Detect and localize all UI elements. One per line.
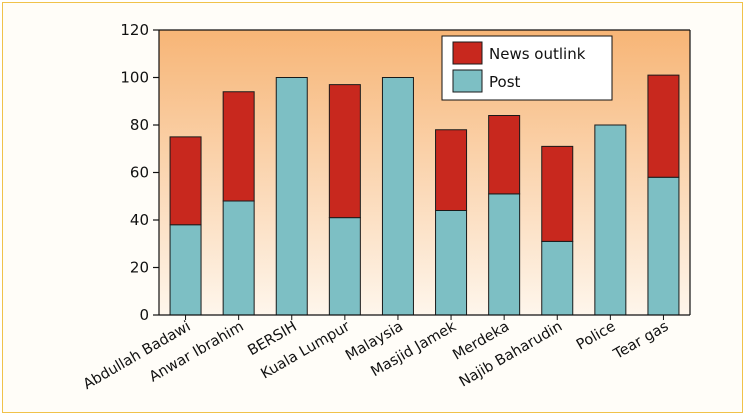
legend-label: News outlink [489, 45, 586, 63]
bar-news-outlink-9 [647, 74, 680, 178]
legend: News outlink Post [441, 35, 613, 101]
bar-news-outlink-6 [488, 115, 521, 195]
bar-post-2 [275, 77, 308, 316]
bar-post-9 [647, 176, 680, 316]
bar-post-7 [541, 240, 574, 316]
legend-label: Post [489, 73, 521, 91]
bar-post-6 [488, 193, 521, 316]
x-category-label: Tear gas [610, 319, 671, 364]
y-tick-label: 20 [130, 259, 149, 277]
y-tick-label: 60 [130, 164, 149, 182]
bar-news-outlink-5 [435, 129, 468, 211]
bar-post-3 [328, 217, 361, 316]
y-tick-label: 100 [120, 69, 149, 87]
bar-post-0 [169, 224, 202, 316]
bar-post-5 [435, 210, 468, 316]
bar-news-outlink-7 [541, 145, 574, 242]
y-ticks-group: 0 20 40 60 80 100 120 [120, 21, 159, 324]
legend-swatch [452, 69, 483, 93]
bar-post-8 [594, 124, 627, 316]
y-tick-label: 40 [130, 211, 149, 229]
x-category-label: Kuala Lumpur [258, 319, 353, 383]
x-category-label: Anwar Ibrahim [147, 319, 247, 386]
bar-post-4 [381, 77, 414, 316]
y-tick-label: 120 [120, 21, 149, 39]
y-tick-label: 0 [139, 306, 149, 324]
bar-news-outlink-1 [222, 91, 255, 202]
bar-news-outlink-3 [328, 84, 361, 219]
bar-news-outlink-0 [169, 136, 202, 226]
y-tick-label: 80 [130, 116, 149, 134]
bar-post-1 [222, 200, 255, 316]
legend-swatch [452, 41, 483, 65]
bars-group [169, 74, 680, 316]
